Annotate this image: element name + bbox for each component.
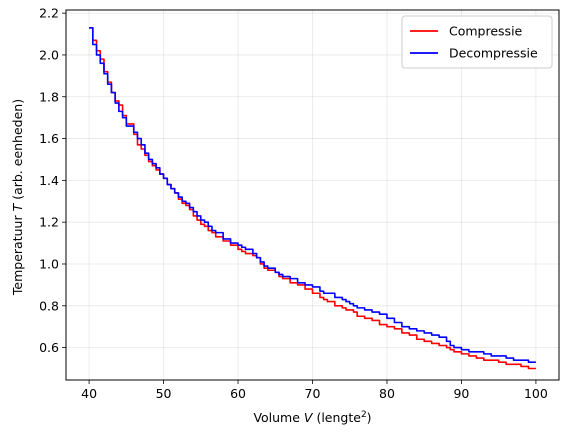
grid: [66, 10, 559, 380]
y-tick-label: 1.6: [39, 131, 59, 146]
series-layer: [89, 26, 536, 370]
y-tick-label: 1.0: [39, 256, 59, 271]
ticks: 40 50 60 70 80 90 100 0.6 0.8 1.0 1.2 1.4 1.6 1.8 2.0 2…: [39, 6, 548, 401]
y-axis-label: Temperatuur T (arb. eenheden): [10, 99, 25, 296]
legend-label-compressie: Compressie: [449, 24, 523, 39]
x-tick-label: 70: [305, 386, 321, 401]
x-axis-label: Volume V (lengte2): [253, 410, 371, 425]
x-tick-label: 50: [156, 386, 172, 401]
legend-label-decompressie: Decompressie: [449, 46, 538, 61]
y-tick-label: 1.8: [39, 89, 59, 104]
x-tick-label: 80: [379, 386, 395, 401]
x-tick-label: 60: [230, 386, 246, 401]
y-tick-label: 2.0: [39, 47, 59, 62]
x-tick-label: 90: [453, 386, 469, 401]
y-tick-label: 2.2: [39, 6, 59, 21]
legend-box: [401, 15, 553, 69]
legend: Compressie Decompressie: [401, 15, 553, 69]
y-tick-label: 0.8: [39, 298, 59, 313]
x-tick-label: 100: [524, 386, 548, 401]
series-line-decompressie: [89, 26, 536, 364]
y-tick-label: 1.4: [39, 173, 59, 188]
x-tick-label: 40: [81, 386, 97, 401]
y-tick-label: 1.2: [39, 215, 59, 230]
y-tick-label: 0.6: [39, 340, 59, 355]
